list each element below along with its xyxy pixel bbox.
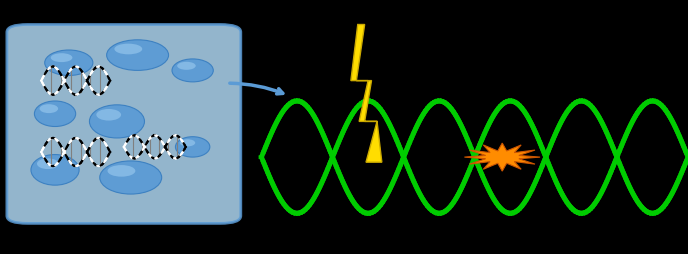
Ellipse shape <box>51 54 72 63</box>
Ellipse shape <box>172 60 213 83</box>
Ellipse shape <box>31 155 79 185</box>
Ellipse shape <box>107 165 136 177</box>
Ellipse shape <box>114 44 142 55</box>
Ellipse shape <box>34 102 76 127</box>
Ellipse shape <box>37 159 58 169</box>
Ellipse shape <box>96 109 121 121</box>
Ellipse shape <box>45 51 93 76</box>
Polygon shape <box>351 25 382 163</box>
Ellipse shape <box>100 161 162 194</box>
Polygon shape <box>464 144 540 171</box>
Ellipse shape <box>180 140 195 147</box>
Ellipse shape <box>175 137 210 157</box>
Ellipse shape <box>40 105 58 114</box>
Ellipse shape <box>89 105 144 138</box>
Ellipse shape <box>178 62 196 71</box>
Ellipse shape <box>107 41 169 71</box>
FancyBboxPatch shape <box>7 25 241 224</box>
